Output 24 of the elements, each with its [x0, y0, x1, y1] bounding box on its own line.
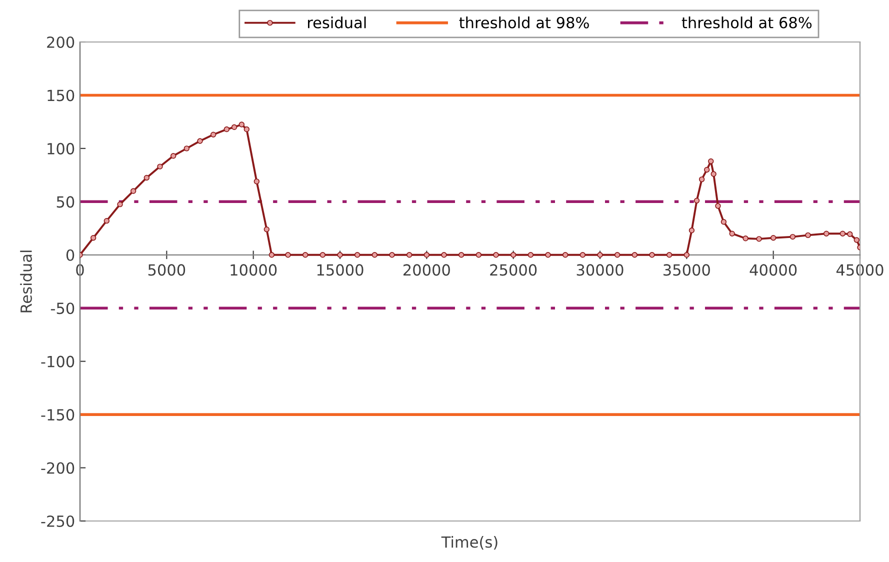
x-tick-label: 40000: [750, 264, 797, 276]
y-tick-label: -150: [41, 409, 74, 421]
x-tick-label: 25000: [490, 264, 537, 276]
y-tick-label: -200: [41, 462, 74, 474]
x-tick-label: 10000: [230, 264, 277, 276]
x-tick-label: 5000: [148, 264, 186, 276]
x-tick-label: 30000: [576, 264, 624, 276]
y-tick-label: 100: [48, 142, 74, 154]
y-axis-title: Residual: [20, 250, 32, 312]
y-tick-label: -100: [41, 356, 74, 368]
y-tick-label: 0: [66, 249, 74, 261]
legend-label: threshold at 98%: [459, 16, 589, 28]
y-tick-label: 50: [56, 196, 74, 208]
x-tick-label: 35000: [664, 264, 710, 276]
y-tick-label: -250: [41, 515, 74, 528]
x-tick-label: 45000: [836, 264, 884, 276]
y-tick-label: -50: [50, 302, 74, 314]
x-tick-label: 15000: [317, 264, 364, 276]
y-tick-label: 200: [47, 36, 74, 48]
y-tick-label: 150: [48, 90, 74, 102]
x-tick-label: 20000: [403, 264, 450, 276]
x-axis-title: Time(s): [441, 536, 498, 550]
legend-label: residual: [308, 16, 366, 28]
legend-label: threshold at 68%: [682, 16, 812, 28]
